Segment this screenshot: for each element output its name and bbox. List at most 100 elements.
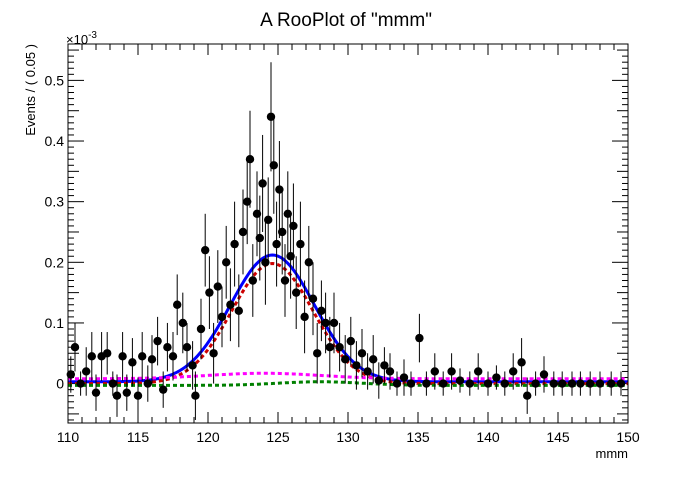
data-point <box>258 134 267 232</box>
data-point <box>245 110 255 208</box>
data-point <box>399 359 409 396</box>
data-point-marker <box>264 215 273 225</box>
data-point <box>313 322 322 384</box>
data-point <box>272 201 281 287</box>
data-point <box>178 292 187 354</box>
data-point <box>153 316 162 366</box>
data-point <box>329 292 339 354</box>
data-point <box>82 347 91 396</box>
plot-frame <box>67 43 629 424</box>
data-point <box>289 183 298 269</box>
data-point <box>87 332 97 381</box>
data-point-marker <box>325 343 334 352</box>
x-axis-label: mmm <box>596 446 629 461</box>
data-point <box>168 332 178 381</box>
data-point-marker <box>341 355 350 364</box>
data-point <box>118 332 127 381</box>
axes: 110 115 120 125 130 135 140 145 150 0 0.1 0.2 0.3 0.4… <box>45 44 640 445</box>
data-point-marker <box>112 391 122 400</box>
y-tick-label: 0.2 <box>45 254 65 270</box>
data-point <box>465 371 474 396</box>
data-point <box>238 189 248 275</box>
data-point-marker <box>188 361 197 370</box>
data-point <box>483 371 493 396</box>
data-point <box>201 213 210 287</box>
data-point-marker <box>352 361 361 370</box>
data-point <box>415 313 424 363</box>
data-point <box>549 371 558 396</box>
data-point <box>296 201 305 287</box>
data-point <box>539 356 549 393</box>
data-point-marker <box>138 352 147 361</box>
data-point <box>112 374 122 417</box>
data-point-marker <box>82 367 91 376</box>
data-point-marker <box>76 379 85 388</box>
data-point <box>586 371 595 396</box>
data-point-marker <box>230 239 239 249</box>
x-tick-label: 130 <box>336 429 360 445</box>
data-point-marker <box>103 349 112 358</box>
data-point <box>500 371 509 396</box>
data-point-marker <box>173 300 182 309</box>
background-curve <box>68 371 628 381</box>
data-point-marker <box>304 258 313 267</box>
data-point-marker <box>217 312 227 322</box>
x-tick-label: 110 <box>57 429 80 445</box>
data-point-marker <box>108 379 118 388</box>
data-point-marker <box>286 252 295 261</box>
data-point <box>255 195 264 281</box>
data-point-marker <box>399 373 409 382</box>
chart-title: A RooPlot of "mmm" <box>260 10 432 31</box>
data-point <box>243 159 252 245</box>
data-point-marker <box>280 276 290 285</box>
y-axis-exponent: ×10-3 <box>66 30 97 47</box>
data-point <box>133 377 143 414</box>
data-point <box>128 338 137 387</box>
data-point-marker <box>87 352 97 361</box>
y-tick-label: 0.1 <box>45 315 65 331</box>
data-points <box>66 62 626 420</box>
data-point <box>517 338 526 387</box>
data-point <box>76 371 85 396</box>
data-point-marker <box>539 370 549 379</box>
data-point-marker <box>292 288 301 297</box>
data-point <box>430 353 439 390</box>
data-point-marker <box>248 276 257 285</box>
data-point <box>196 298 206 360</box>
data-point-marker <box>163 343 172 352</box>
data-point <box>188 341 197 390</box>
data-point <box>205 256 214 330</box>
data-point-marker <box>275 185 284 194</box>
data-point <box>392 371 402 396</box>
y-tick-label: 0.5 <box>45 72 65 88</box>
data-point <box>492 365 501 390</box>
data-point-marker <box>509 367 518 376</box>
data-point <box>163 322 172 372</box>
data-point <box>357 329 367 378</box>
data-point <box>103 332 112 375</box>
data-point <box>278 189 287 275</box>
data-point-marker <box>278 227 287 237</box>
data-point-marker <box>500 379 509 388</box>
data-point-marker <box>153 336 162 346</box>
data-point <box>352 341 361 390</box>
data-point <box>576 371 585 396</box>
data-point-marker <box>595 379 605 388</box>
data-point-marker <box>245 155 255 164</box>
data-point <box>595 371 605 396</box>
x-tick-label: 140 <box>476 429 500 445</box>
data-point-marker <box>66 370 76 379</box>
data-point <box>300 280 309 354</box>
data-point <box>567 371 577 396</box>
data-point <box>474 353 483 390</box>
y-tick-label: 0 <box>56 376 64 392</box>
data-point-marker <box>380 361 389 370</box>
data-point-marker <box>91 388 101 397</box>
data-point-marker <box>300 312 309 322</box>
data-point <box>380 347 389 384</box>
data-point-marker <box>283 209 292 218</box>
data-point <box>173 274 182 336</box>
data-point-marker <box>369 355 378 364</box>
data-point-marker <box>226 300 235 309</box>
